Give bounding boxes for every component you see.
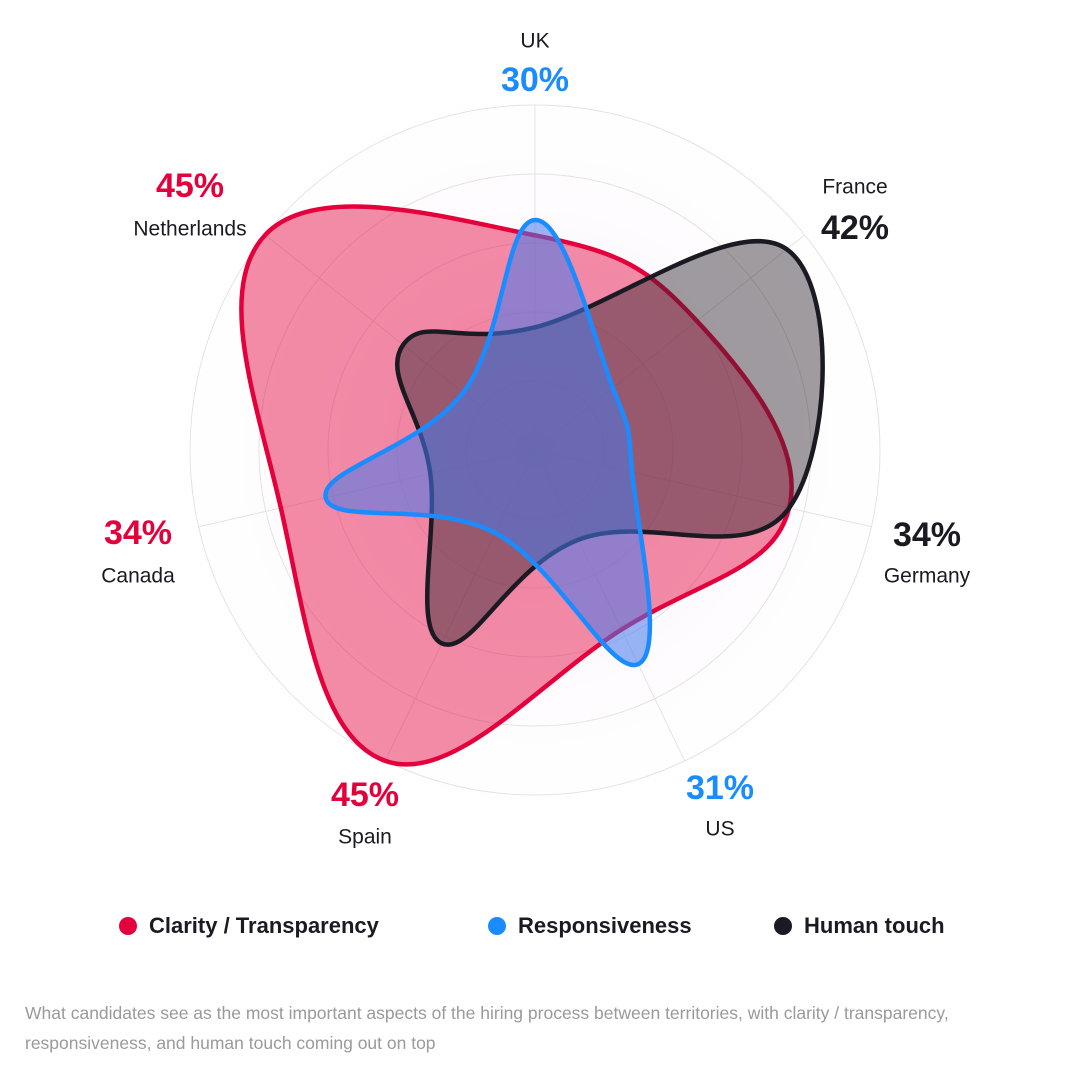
caption: What candidates see as the most importan… [25, 1003, 949, 1053]
value-label: 30% [501, 61, 569, 99]
legend-label: Responsiveness [518, 913, 692, 938]
legend-label: Clarity / Transparency [149, 913, 380, 938]
radar-area [323, 217, 653, 668]
category-label: Spain [338, 826, 392, 849]
category-label: Canada [101, 565, 175, 588]
legend-marker [774, 917, 792, 935]
value-label: 34% [104, 514, 172, 552]
category-label: France [822, 176, 887, 199]
value-label: 34% [893, 516, 961, 554]
category-label: UK [520, 30, 549, 53]
value-label: 42% [821, 209, 889, 247]
legend-label: Human touch [804, 913, 945, 938]
category-label: US [705, 818, 734, 841]
legend-marker [488, 917, 506, 935]
category-label: Germany [884, 565, 971, 588]
value-label: 45% [156, 167, 224, 205]
category-label: Netherlands [133, 218, 246, 241]
value-label: 31% [686, 769, 754, 807]
legend-marker [119, 917, 137, 935]
value-label: 45% [331, 776, 399, 814]
